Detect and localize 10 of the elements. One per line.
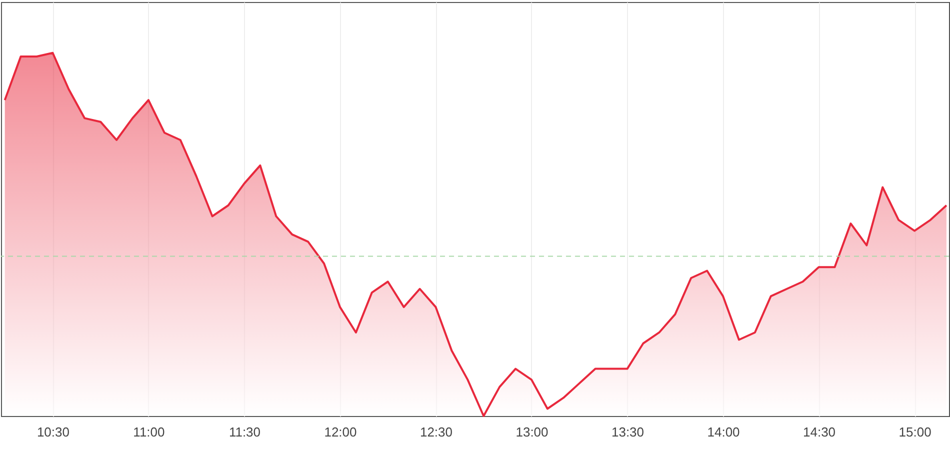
x-tick-label: 12:30 [420,424,453,440]
x-tick-label: 15:00 [898,424,932,440]
x-tick-label: 11:00 [133,424,165,440]
x-tick-label: 13:30 [611,424,644,440]
x-tick-label: 14:00 [707,424,740,440]
x-tick-label: 12:00 [324,424,357,440]
x-tick-label: 11:30 [228,424,261,440]
x-tick-label: 14:30 [802,424,836,440]
x-tick-label: 10:30 [36,424,70,440]
x-tick-label: 13:00 [516,424,548,440]
